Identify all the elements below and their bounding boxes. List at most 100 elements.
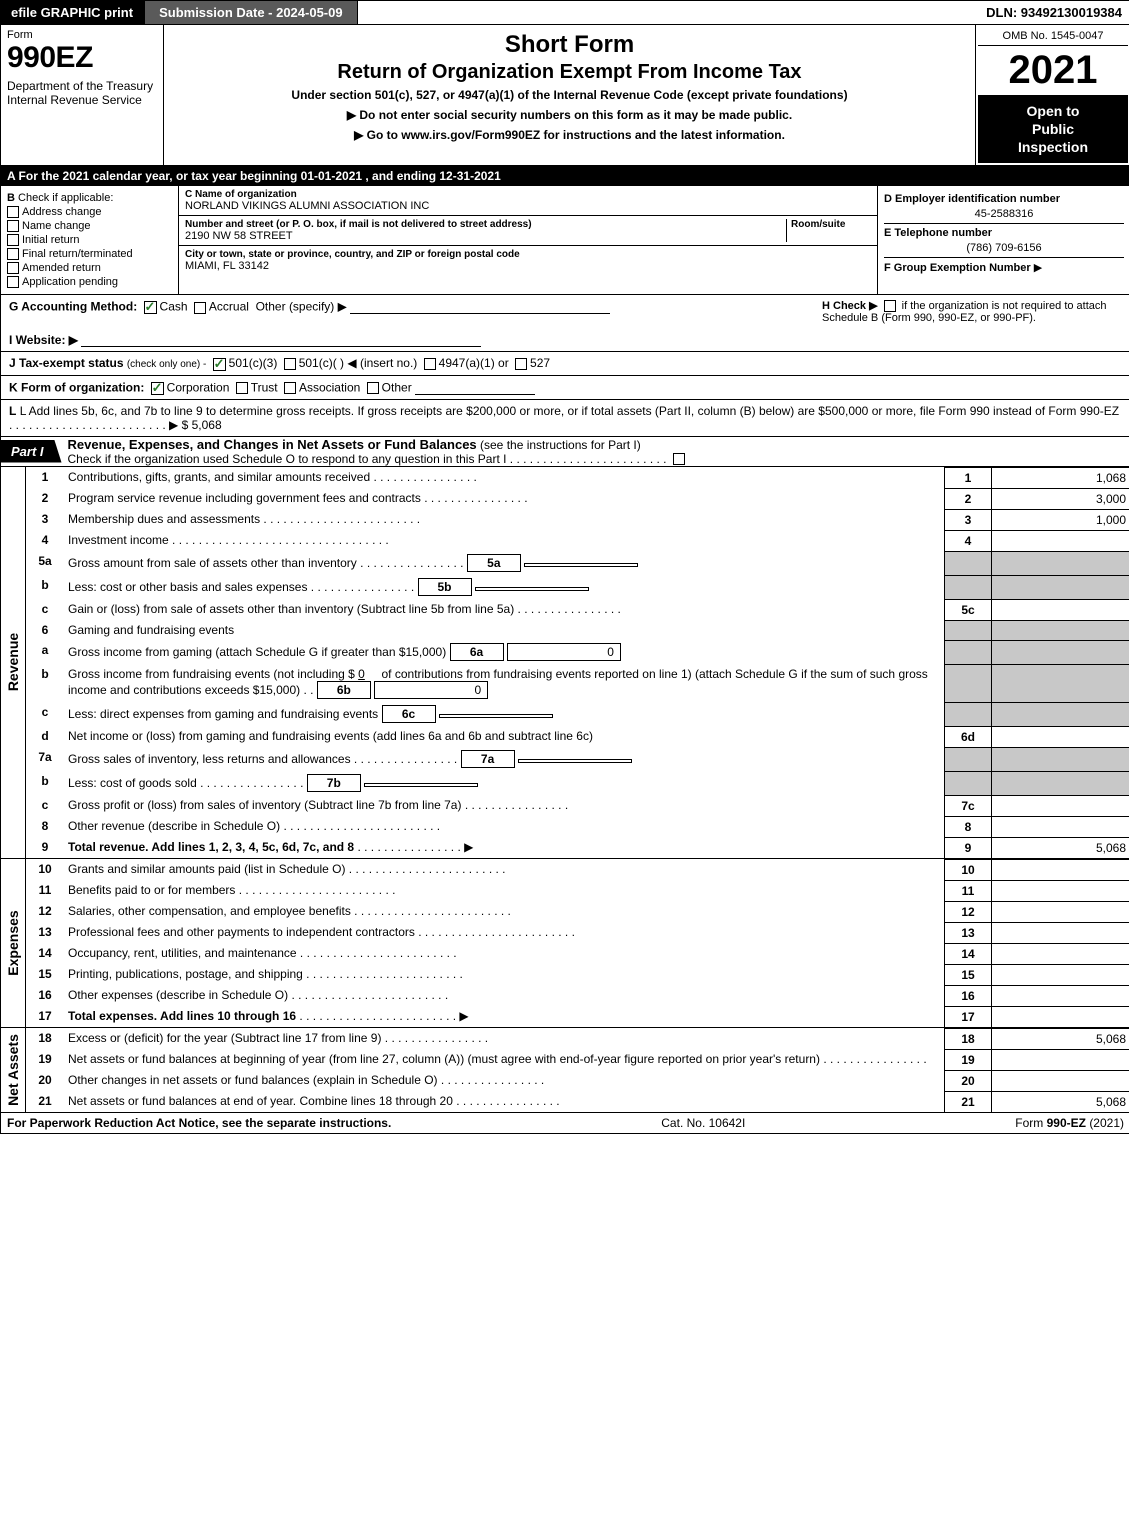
section-a-bar: A For the 2021 calendar year, or tax yea… (1, 166, 1129, 186)
org-city: MIAMI, FL 33142 (185, 260, 871, 272)
checkbox-trust[interactable] (236, 382, 248, 394)
line1-box: 1 (945, 467, 992, 488)
checkbox-schedule-o[interactable] (673, 453, 685, 465)
line5a-desc: Gross amount from sale of assets other t… (68, 556, 357, 570)
i-label: I Website: ▶ (9, 333, 78, 347)
k-other-field[interactable] (415, 380, 535, 395)
line5b-num: b (26, 575, 64, 599)
net-assets-section: Net Assets 18Excess or (deficit) for the… (1, 1027, 1129, 1112)
part1-check-line: Check if the organization used Schedule … (68, 452, 507, 466)
footer-right: Form 990-EZ (2021) (1015, 1116, 1124, 1130)
footer-cat: Cat. No. 10642I (661, 1116, 745, 1130)
k-association: Association (299, 380, 360, 394)
line5a-num: 5a (26, 551, 64, 575)
line20-box: 20 (945, 1070, 992, 1091)
line6c-desc: Less: direct expenses from gaming and fu… (68, 707, 378, 721)
line6-desc: Gaming and fundraising events (64, 620, 945, 640)
checkbox-h[interactable] (884, 300, 896, 312)
submission-date-button[interactable]: Submission Date - 2024-05-09 (145, 1, 358, 24)
revenue-table: 1 Contributions, gifts, grants, and simil… (26, 467, 1129, 858)
section-g: G Accounting Method: Cash Accrual Other … (1, 295, 814, 328)
opt-amended-return: Amended return (22, 262, 101, 274)
checkbox-other-org[interactable] (367, 382, 379, 394)
goto-link-text[interactable]: ▶ Go to www.irs.gov/Form990EZ for instru… (170, 128, 969, 142)
form-header: Form 990EZ Department of the Treasury In… (1, 25, 1129, 166)
section-l: L L Add lines 5b, 6c, and 7b to line 9 t… (1, 399, 1129, 436)
checkbox-amended-return[interactable] (7, 262, 19, 274)
line11-box: 11 (945, 880, 992, 901)
checkbox-501c[interactable] (284, 358, 296, 370)
line17-desc: Total expenses. Add lines 10 through 16 (68, 1009, 296, 1023)
b-label: B (7, 192, 15, 204)
checkbox-accrual[interactable] (194, 302, 206, 314)
phone-value: (786) 709-6156 (884, 242, 1124, 254)
line16-num: 16 (26, 985, 64, 1006)
f-group-label: F Group Exemption Number (884, 262, 1031, 274)
part1-title: Revenue, Expenses, and Changes in Net As… (68, 437, 477, 452)
line21-desc: Net assets or fund balances at end of ye… (68, 1094, 453, 1108)
checkbox-527[interactable] (515, 358, 527, 370)
line19-desc: Net assets or fund balances at beginning… (68, 1052, 820, 1066)
org-name: NORLAND VIKINGS ALUMNI ASSOCIATION INC (185, 200, 871, 212)
line5c-val (992, 599, 1129, 620)
line11-num: 11 (26, 880, 64, 901)
line17-box: 17 (945, 1006, 992, 1027)
line5a-sub: 5a (467, 554, 521, 572)
checkbox-initial-return[interactable] (7, 234, 19, 246)
line10-box: 10 (945, 859, 992, 880)
opt-final-return: Final return/terminated (22, 248, 133, 260)
line15-desc: Printing, publications, postage, and shi… (68, 967, 303, 981)
line4-box: 4 (945, 530, 992, 551)
line6a-desc: Gross income from gaming (attach Schedul… (68, 645, 446, 659)
line14-box: 14 (945, 943, 992, 964)
j-label: J Tax-exempt status (9, 356, 124, 370)
website-field[interactable] (81, 332, 481, 347)
line6c-subval (439, 714, 553, 718)
line19-val (992, 1049, 1129, 1070)
form-990ez-page: efile GRAPHIC print Submission Date - 20… (0, 0, 1129, 1134)
opt-initial-return: Initial return (22, 234, 79, 246)
line13-desc: Professional fees and other payments to … (68, 925, 415, 939)
open-to-public-box: Open to Public Inspection (978, 96, 1128, 163)
checkbox-application-pending[interactable] (7, 276, 19, 288)
checkbox-cash[interactable] (144, 301, 157, 314)
k-other: Other (382, 380, 412, 394)
revenue-side-label: Revenue (1, 467, 26, 858)
checkbox-association[interactable] (284, 382, 296, 394)
h-label: H Check ▶ (822, 300, 878, 312)
checkbox-name-change[interactable] (7, 220, 19, 232)
line7b-sub: 7b (307, 774, 361, 792)
j-527: 527 (530, 356, 550, 370)
line7a-desc: Gross sales of inventory, less returns a… (68, 752, 351, 766)
checkbox-address-change[interactable] (7, 206, 19, 218)
j-insert: ◀ (insert no.) (347, 356, 417, 370)
line7a-sub: 7a (461, 750, 515, 768)
checkbox-501c3[interactable] (213, 358, 226, 371)
line20-val (992, 1070, 1129, 1091)
opt-address-change: Address change (22, 206, 102, 218)
line10-desc: Grants and similar amounts paid (list in… (68, 862, 345, 876)
line6-num: 6 (26, 620, 64, 640)
line2-desc: Program service revenue including govern… (68, 491, 421, 505)
checkbox-corporation[interactable] (151, 382, 164, 395)
line18-val: 5,068 (992, 1028, 1129, 1049)
line5c-desc: Gain or (loss) from sale of assets other… (68, 602, 514, 616)
line9-num: 9 (26, 837, 64, 858)
line2-num: 2 (26, 488, 64, 509)
line14-num: 14 (26, 943, 64, 964)
efile-print-button[interactable]: efile GRAPHIC print (1, 1, 145, 24)
j-501c3: 501(c)(3) (229, 356, 278, 370)
g-cash: Cash (160, 300, 188, 314)
checkbox-4947[interactable] (424, 358, 436, 370)
line7b-desc: Less: cost of goods sold (68, 776, 197, 790)
line18-desc: Excess or (deficit) for the year (Subtra… (68, 1031, 381, 1045)
line13-box: 13 (945, 922, 992, 943)
line7a-subval (518, 759, 632, 763)
part1-header: Part I Revenue, Expenses, and Changes in… (1, 436, 1129, 466)
line7a-num: 7a (26, 747, 64, 771)
line6b-sub: 6b (317, 681, 371, 699)
line1-desc: Contributions, gifts, grants, and simila… (68, 470, 370, 484)
g-other-field[interactable] (350, 299, 610, 314)
checkbox-final-return[interactable] (7, 248, 19, 260)
short-form-title: Short Form (170, 31, 969, 59)
